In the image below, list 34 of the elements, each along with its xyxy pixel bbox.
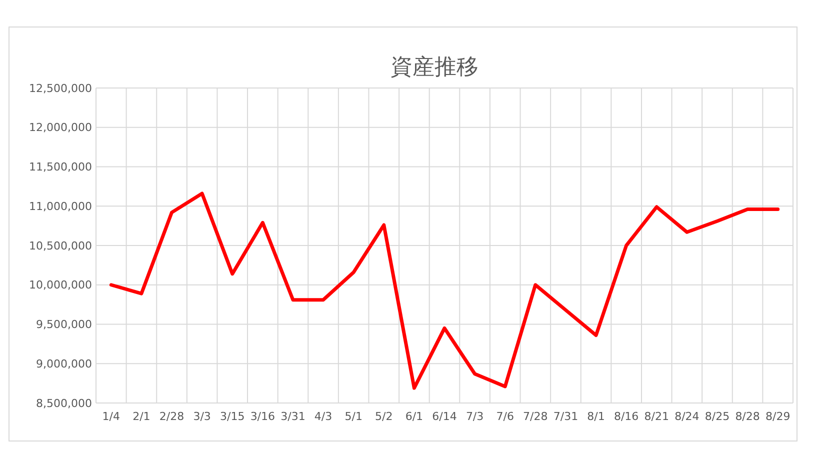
x-tick-label: 8/29: [765, 410, 790, 423]
y-tick-label: 9,500,000: [36, 318, 92, 332]
x-tick-label: 8/28: [735, 410, 760, 423]
chart-title: 資産推移: [390, 55, 478, 80]
line-series: [109, 192, 780, 390]
x-tick-label: 8/24: [674, 410, 700, 423]
x-tick-label: 2/28: [159, 410, 184, 423]
x-tick-label: 3/16: [250, 410, 276, 423]
x-tick-label: 3/15: [220, 410, 245, 423]
x-tick-label: 1/4: [102, 410, 120, 423]
x-tick-label: 8/21: [644, 410, 669, 423]
x-tick-label: 3/3: [193, 410, 211, 423]
y-tick-label: 8,500,000: [36, 396, 92, 410]
y-tick-label: 11,000,000: [29, 200, 92, 213]
y-tick-label: 9,000,000: [36, 357, 92, 370]
y-tick-label: 11,500,000: [29, 160, 92, 174]
x-tick-label: 6/1: [405, 410, 424, 423]
x-tick-label: 4/3: [314, 410, 332, 423]
x-tick-label: 7/31: [553, 410, 578, 423]
x-tick-label: 3/31: [280, 410, 306, 423]
x-tick-label: 5/1: [344, 410, 362, 423]
x-tick-label: 7/3: [466, 410, 484, 423]
y-tick-label: 10,000,000: [29, 278, 92, 292]
x-tick-label: 8/16: [614, 410, 639, 423]
x-tick-label: 8/25: [704, 410, 730, 423]
x-tick-label: 5/2: [375, 410, 393, 423]
x-tick-label: 7/6: [496, 410, 514, 423]
y-tick-label: 10,500,000: [29, 239, 92, 252]
x-tick-label: 2/1: [132, 410, 150, 423]
x-tick-label: 6/14: [432, 410, 457, 423]
x-tick-label: 7/28: [523, 410, 548, 423]
x-tick-label: 8/1: [587, 410, 605, 423]
y-tick-label: 12,000,000: [29, 121, 92, 134]
y-tick-label: 12,500,000: [29, 82, 92, 95]
